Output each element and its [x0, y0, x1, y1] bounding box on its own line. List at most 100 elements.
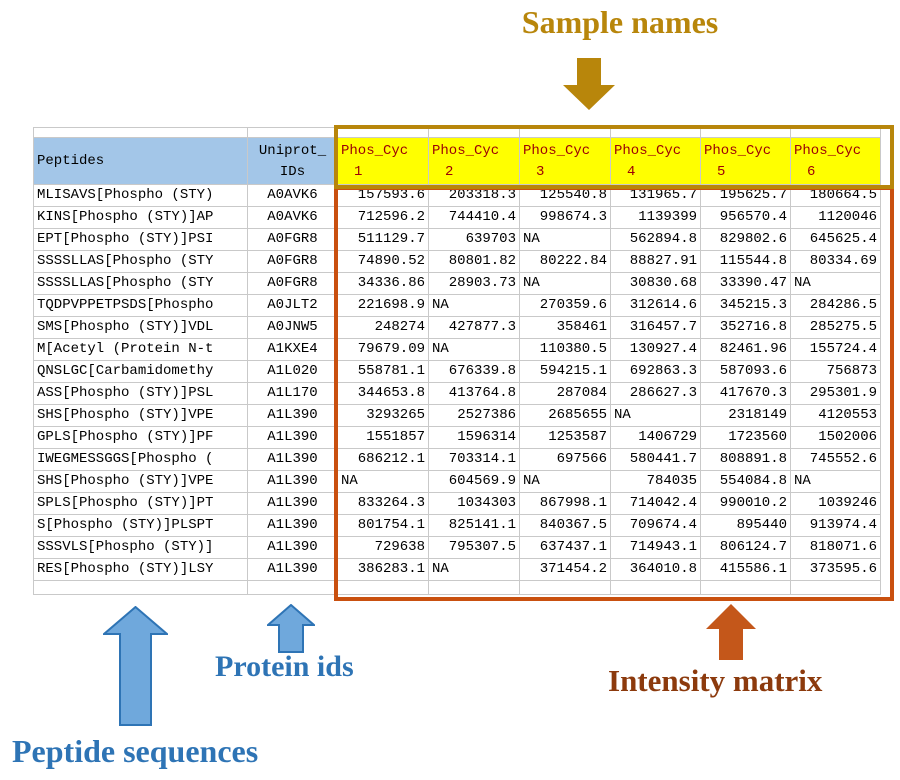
- uniprot-cell[interactable]: A0AVK6: [248, 207, 338, 229]
- intensity-cell[interactable]: 30830.68: [611, 273, 701, 295]
- intensity-cell[interactable]: 195625.7: [701, 185, 791, 207]
- intensity-cell[interactable]: 33390.47: [701, 273, 791, 295]
- intensity-cell[interactable]: 415586.1: [701, 559, 791, 581]
- uniprot-cell[interactable]: A0JLT2: [248, 295, 338, 317]
- intensity-cell[interactable]: NA: [429, 339, 520, 361]
- intensity-cell[interactable]: 745552.6: [791, 449, 881, 471]
- intensity-cell[interactable]: 703314.1: [429, 449, 520, 471]
- intensity-cell[interactable]: NA: [520, 229, 611, 251]
- uniprot-cell[interactable]: A1L170: [248, 383, 338, 405]
- intensity-cell[interactable]: 270359.6: [520, 295, 611, 317]
- uniprot-cell[interactable]: A1L390: [248, 493, 338, 515]
- intensity-cell[interactable]: 990010.2: [701, 493, 791, 515]
- sample-header-cell[interactable]: Phos_Cyc 3: [520, 138, 611, 185]
- intensity-cell[interactable]: 558781.1: [338, 361, 429, 383]
- sample-header-cell[interactable]: Phos_Cyc 4: [611, 138, 701, 185]
- peptide-cell[interactable]: SSSSLLAS[Phospho (STY: [34, 251, 248, 273]
- intensity-cell[interactable]: 744410.4: [429, 207, 520, 229]
- uniprot-cell[interactable]: A1KXE4: [248, 339, 338, 361]
- intensity-cell[interactable]: 74890.52: [338, 251, 429, 273]
- intensity-cell[interactable]: 554084.8: [701, 471, 791, 493]
- intensity-cell[interactable]: 829802.6: [701, 229, 791, 251]
- uniprot-cell[interactable]: A1L390: [248, 559, 338, 581]
- intensity-cell[interactable]: 417670.3: [701, 383, 791, 405]
- intensity-cell[interactable]: 604569.9: [429, 471, 520, 493]
- intensity-cell[interactable]: 1723560: [701, 427, 791, 449]
- intensity-cell[interactable]: 808891.8: [701, 449, 791, 471]
- intensity-cell[interactable]: 895440: [701, 515, 791, 537]
- intensity-cell[interactable]: 79679.09: [338, 339, 429, 361]
- peptide-cell[interactable]: MLISAVS[Phospho (STY): [34, 185, 248, 207]
- intensity-cell[interactable]: NA: [338, 471, 429, 493]
- intensity-cell[interactable]: 709674.4: [611, 515, 701, 537]
- intensity-cell[interactable]: 2318149: [701, 405, 791, 427]
- intensity-cell[interactable]: 1406729: [611, 427, 701, 449]
- intensity-cell[interactable]: 115544.8: [701, 251, 791, 273]
- intensity-cell[interactable]: 345215.3: [701, 295, 791, 317]
- intensity-cell[interactable]: 2685655: [520, 405, 611, 427]
- uniprot-header-cell[interactable]: Uniprot_ IDs: [248, 138, 338, 185]
- intensity-cell[interactable]: 956570.4: [701, 207, 791, 229]
- intensity-cell[interactable]: 840367.5: [520, 515, 611, 537]
- peptide-cell[interactable]: SSSVLS[Phospho (STY)]: [34, 537, 248, 559]
- sample-header-cell[interactable]: Phos_Cyc 1: [338, 138, 429, 185]
- intensity-cell[interactable]: 686212.1: [338, 449, 429, 471]
- sample-header-cell[interactable]: Phos_Cyc 2: [429, 138, 520, 185]
- uniprot-cell[interactable]: A1L390: [248, 471, 338, 493]
- intensity-cell[interactable]: 1034303: [429, 493, 520, 515]
- intensity-cell[interactable]: 312614.6: [611, 295, 701, 317]
- peptide-cell[interactable]: SHS[Phospho (STY)]VPE: [34, 471, 248, 493]
- intensity-cell[interactable]: 131965.7: [611, 185, 701, 207]
- intensity-cell[interactable]: 427877.3: [429, 317, 520, 339]
- intensity-cell[interactable]: 637437.1: [520, 537, 611, 559]
- peptide-cell[interactable]: SPLS[Phospho (STY)]PT: [34, 493, 248, 515]
- intensity-cell[interactable]: 867998.1: [520, 493, 611, 515]
- peptide-cell[interactable]: S[Phospho (STY)]PLSPT: [34, 515, 248, 537]
- peptide-cell[interactable]: GPLS[Phospho (STY)]PF: [34, 427, 248, 449]
- intensity-cell[interactable]: 712596.2: [338, 207, 429, 229]
- intensity-cell[interactable]: 3293265: [338, 405, 429, 427]
- uniprot-cell[interactable]: A0JNW5: [248, 317, 338, 339]
- intensity-cell[interactable]: 80222.84: [520, 251, 611, 273]
- peptide-cell[interactable]: SHS[Phospho (STY)]VPE: [34, 405, 248, 427]
- intensity-cell[interactable]: 34336.86: [338, 273, 429, 295]
- intensity-cell[interactable]: 180664.5: [791, 185, 881, 207]
- intensity-cell[interactable]: 28903.73: [429, 273, 520, 295]
- peptide-cell[interactable]: KINS[Phospho (STY)]AP: [34, 207, 248, 229]
- uniprot-cell[interactable]: A1L390: [248, 405, 338, 427]
- peptide-cell[interactable]: EPT[Phospho (STY)]PSI: [34, 229, 248, 251]
- intensity-cell[interactable]: 998674.3: [520, 207, 611, 229]
- intensity-cell[interactable]: 4120553: [791, 405, 881, 427]
- peptide-cell[interactable]: IWEGMESSGGS[Phospho (: [34, 449, 248, 471]
- sample-header-cell[interactable]: Phos_Cyc 6: [791, 138, 881, 185]
- sample-header-cell[interactable]: Phos_Cyc 5: [701, 138, 791, 185]
- intensity-cell[interactable]: 352716.8: [701, 317, 791, 339]
- intensity-cell[interactable]: 697566: [520, 449, 611, 471]
- intensity-cell[interactable]: 1139399: [611, 207, 701, 229]
- intensity-cell[interactable]: NA: [429, 295, 520, 317]
- intensity-cell[interactable]: 284286.5: [791, 295, 881, 317]
- intensity-cell[interactable]: 110380.5: [520, 339, 611, 361]
- intensity-cell[interactable]: 373595.6: [791, 559, 881, 581]
- intensity-cell[interactable]: NA: [611, 405, 701, 427]
- intensity-cell[interactable]: 2527386: [429, 405, 520, 427]
- intensity-cell[interactable]: 692863.3: [611, 361, 701, 383]
- intensity-cell[interactable]: 580441.7: [611, 449, 701, 471]
- uniprot-cell[interactable]: A0FGR8: [248, 251, 338, 273]
- intensity-cell[interactable]: 833264.3: [338, 493, 429, 515]
- intensity-cell[interactable]: 645625.4: [791, 229, 881, 251]
- intensity-cell[interactable]: NA: [520, 273, 611, 295]
- intensity-cell[interactable]: NA: [429, 559, 520, 581]
- intensity-cell[interactable]: 413764.8: [429, 383, 520, 405]
- peptide-cell[interactable]: SSSSLLAS[Phospho (STY: [34, 273, 248, 295]
- peptides-header-cell[interactable]: Peptides: [34, 138, 248, 185]
- intensity-cell[interactable]: 806124.7: [701, 537, 791, 559]
- uniprot-cell[interactable]: A1L390: [248, 427, 338, 449]
- intensity-cell[interactable]: NA: [520, 471, 611, 493]
- intensity-cell[interactable]: 157593.6: [338, 185, 429, 207]
- intensity-cell[interactable]: 155724.4: [791, 339, 881, 361]
- intensity-cell[interactable]: 1120046: [791, 207, 881, 229]
- intensity-cell[interactable]: 562894.8: [611, 229, 701, 251]
- peptide-cell[interactable]: RES[Phospho (STY)]LSY: [34, 559, 248, 581]
- intensity-cell[interactable]: 386283.1: [338, 559, 429, 581]
